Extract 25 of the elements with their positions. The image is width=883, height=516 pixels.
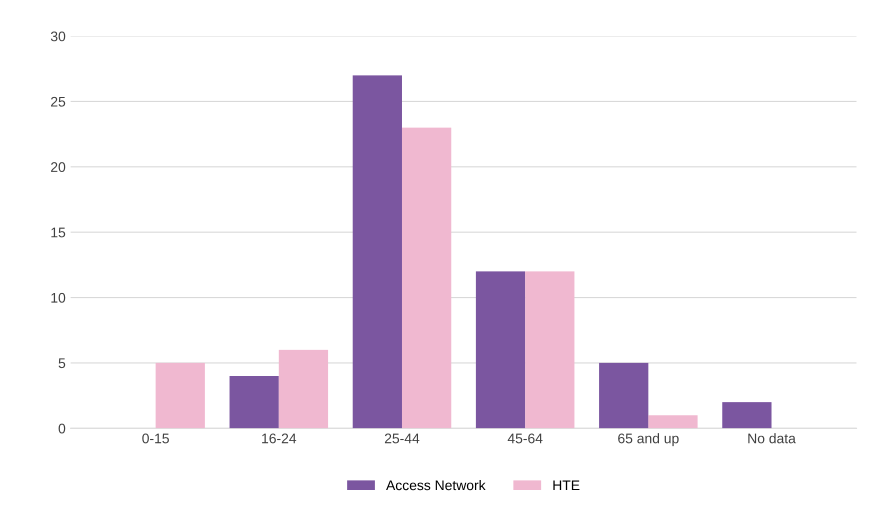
bar	[230, 376, 279, 428]
bar	[156, 362, 205, 428]
y-tick-label: 15	[51, 228, 66, 238]
legend-label: Access Network	[386, 480, 486, 490]
bar	[525, 271, 574, 428]
y-tick-label: 10	[51, 292, 66, 303]
y-tick-label: 30	[50, 31, 66, 42]
y-tick-label: 5	[58, 358, 66, 368]
x-tick-label: 25-44	[384, 434, 420, 444]
legend-label: HTE	[553, 480, 580, 490]
bar	[599, 362, 648, 428]
x-tick-label: 0-15	[142, 434, 169, 444]
y-tick-label: 20	[51, 162, 66, 172]
x-tick-label: No data	[748, 433, 796, 444]
x-tick-label: 16-24	[262, 434, 296, 444]
y-tick-label: 0	[58, 424, 66, 434]
bar	[402, 128, 452, 428]
x-tick-label: 65 and up	[618, 433, 679, 446]
bar	[722, 402, 772, 428]
bar	[476, 271, 526, 428]
bar	[278, 350, 328, 428]
bar	[352, 75, 402, 428]
y-tick-label: 25	[51, 96, 66, 107]
bar	[648, 415, 698, 428]
x-tick-label: 45-64	[508, 434, 543, 444]
